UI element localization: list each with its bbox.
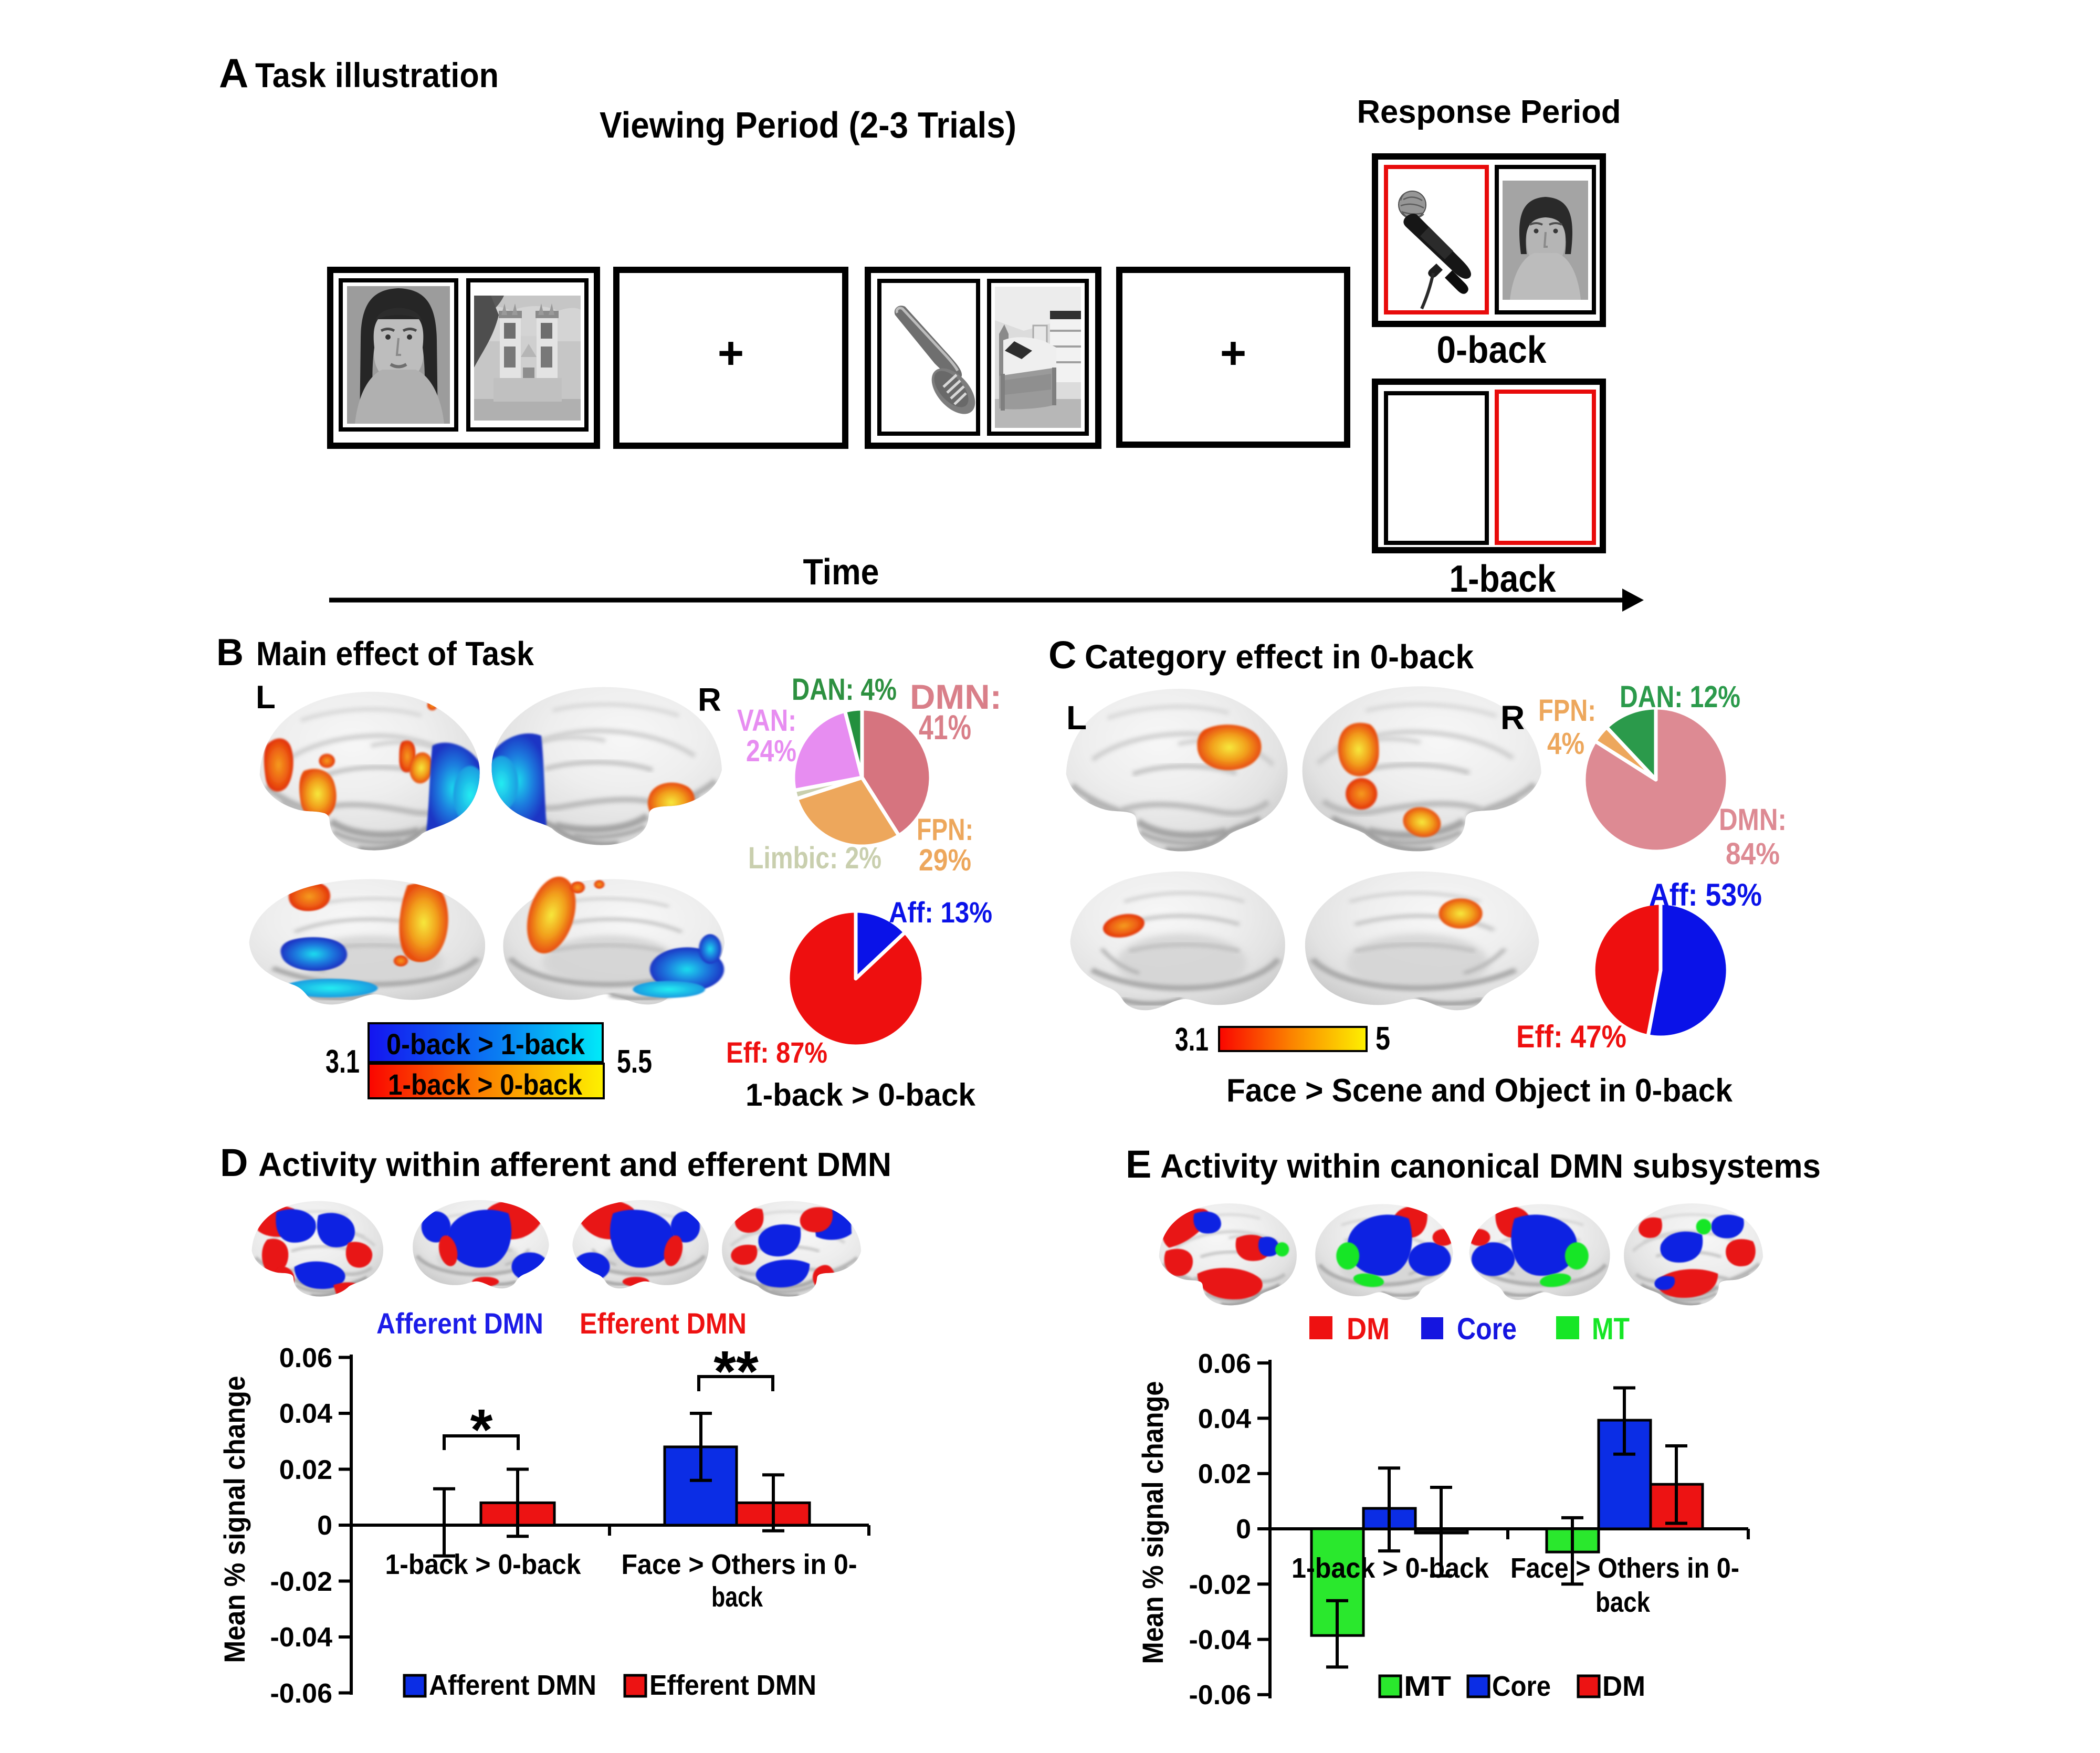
svg-text:DAN: 12%: DAN: 12% (1620, 680, 1740, 714)
svg-text:0.04: 0.04 (1198, 1404, 1251, 1434)
svg-text:B: B (216, 632, 244, 674)
svg-text:0.06: 0.06 (1198, 1349, 1251, 1379)
svg-text:3.1: 3.1 (326, 1044, 360, 1080)
svg-text:DMN:: DMN: (1719, 803, 1787, 837)
svg-text:1-back: 1-back (1450, 558, 1557, 600)
svg-text:L: L (1066, 699, 1087, 737)
svg-text:0-back: 0-back (1437, 329, 1547, 371)
svg-text:Eff: 47%: Eff: 47% (1516, 1019, 1626, 1054)
svg-text:Activity within afferent and e: Activity within afferent and efferent DM… (258, 1146, 891, 1183)
svg-text:0-back > 1-back: 0-back > 1-back (386, 1027, 585, 1061)
svg-text:-0.02: -0.02 (270, 1567, 332, 1597)
svg-text:0.04: 0.04 (279, 1399, 332, 1429)
svg-text:1-back > 0-back: 1-back > 0-back (1292, 1552, 1489, 1584)
svg-text:Mean % signal change: Mean % signal change (1136, 1381, 1169, 1664)
svg-text:Efferent DMN: Efferent DMN (649, 1670, 816, 1701)
svg-text:Face > Others in 0-: Face > Others in 0- (1510, 1552, 1739, 1584)
svg-text:Activity within canonical DMN: Activity within canonical DMN subsystems (1160, 1147, 1821, 1185)
svg-text:Response Period: Response Period (1357, 94, 1621, 130)
svg-text:DMN:: DMN: (910, 677, 1002, 716)
svg-text:Core: Core (1492, 1671, 1551, 1702)
svg-text:-0.02: -0.02 (1189, 1570, 1251, 1600)
svg-text:Aff: 53%: Aff: 53% (1649, 877, 1762, 912)
svg-text:0.02: 0.02 (1198, 1459, 1251, 1489)
svg-text:Task illustration: Task illustration (255, 56, 499, 95)
svg-text:E: E (1126, 1142, 1151, 1186)
svg-text:Category effect in 0-back: Category effect in 0-back (1085, 638, 1474, 676)
svg-text:back: back (1595, 1587, 1651, 1618)
svg-text:Aff: 13%: Aff: 13% (889, 896, 992, 929)
svg-text:C: C (1048, 633, 1076, 677)
svg-text:5.5: 5.5 (617, 1044, 652, 1080)
svg-text:0.06: 0.06 (279, 1343, 332, 1373)
svg-text:5: 5 (1376, 1021, 1390, 1057)
svg-text:24%: 24% (746, 734, 796, 768)
svg-text:DM: DM (1347, 1312, 1390, 1346)
svg-text:L: L (256, 679, 276, 716)
svg-text:-0.06: -0.06 (270, 1678, 332, 1709)
svg-text:Face > Others in 0-: Face > Others in 0- (622, 1549, 857, 1580)
svg-text:Eff: 87%: Eff: 87% (726, 1036, 827, 1069)
svg-text:1-back > 0-back: 1-back > 0-back (746, 1077, 976, 1112)
svg-text:**: ** (713, 1339, 759, 1404)
svg-text:+: + (718, 328, 744, 379)
svg-text:*: * (470, 1398, 493, 1462)
svg-text:FPN:: FPN: (917, 813, 973, 847)
svg-text:Limbic: 2%: Limbic: 2% (748, 841, 881, 875)
svg-text:Efferent DMN: Efferent DMN (580, 1307, 747, 1340)
svg-text:-0.04: -0.04 (1189, 1625, 1251, 1655)
svg-text:-0.04: -0.04 (270, 1622, 332, 1653)
svg-text:Face > Scene and Object in 0-b: Face > Scene and Object in 0-back (1226, 1073, 1732, 1109)
svg-text:VAN:: VAN: (737, 704, 796, 738)
svg-text:Viewing Period (2-3 Trials): Viewing Period (2-3 Trials) (600, 104, 1016, 145)
svg-text:Afferent DMN: Afferent DMN (429, 1670, 596, 1701)
svg-text:Core: Core (1457, 1312, 1517, 1346)
svg-text:1-back > 0-back: 1-back > 0-back (385, 1549, 582, 1580)
svg-text:0: 0 (317, 1510, 332, 1541)
svg-text:A: A (219, 50, 248, 96)
svg-text:0: 0 (1236, 1514, 1251, 1545)
svg-text:-0.06: -0.06 (1189, 1680, 1251, 1710)
svg-text:R: R (698, 682, 721, 718)
svg-text:D: D (220, 1141, 248, 1184)
svg-text:84%: 84% (1726, 837, 1780, 871)
svg-text:Afferent DMN: Afferent DMN (376, 1307, 543, 1340)
svg-text:MT: MT (1592, 1312, 1630, 1346)
svg-text:41%: 41% (919, 708, 971, 747)
svg-text:Main effect of Task: Main effect of Task (256, 635, 534, 673)
svg-text:3.1: 3.1 (1175, 1022, 1209, 1058)
svg-text:back: back (711, 1581, 763, 1613)
svg-text:DM: DM (1602, 1671, 1645, 1702)
svg-text:R: R (1500, 699, 1525, 737)
svg-text:+: + (1220, 328, 1246, 379)
svg-text:29%: 29% (919, 843, 971, 877)
svg-text:1-back > 0-back: 1-back > 0-back (388, 1068, 583, 1101)
svg-text:0.02: 0.02 (279, 1455, 332, 1485)
svg-text:FPN:: FPN: (1538, 694, 1596, 728)
svg-text:4%: 4% (1547, 727, 1584, 761)
svg-text:Time: Time (803, 551, 879, 592)
svg-text:DAN: 4%: DAN: 4% (792, 673, 897, 707)
svg-text:MT: MT (1404, 1671, 1451, 1702)
svg-text:Mean % signal change: Mean % signal change (218, 1376, 251, 1663)
